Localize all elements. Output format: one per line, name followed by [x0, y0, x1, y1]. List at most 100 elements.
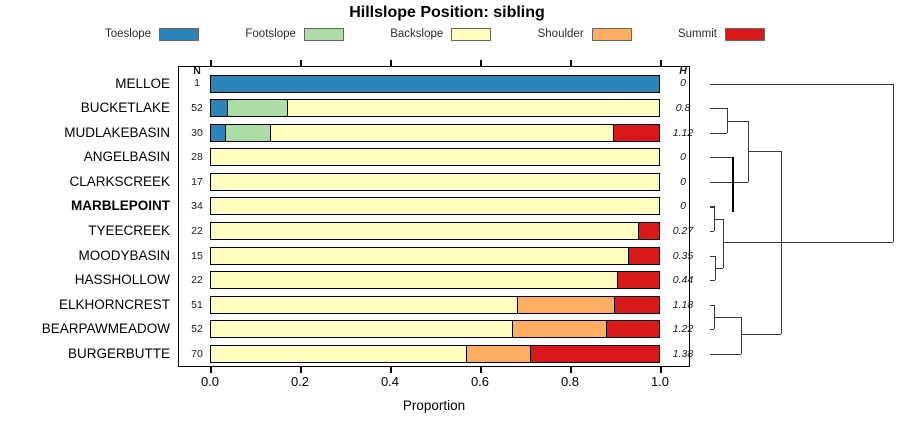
- row-label: MELLOE: [115, 75, 170, 91]
- row-label: TYEECREEK: [88, 222, 170, 238]
- bar-segment-backslope: [211, 272, 619, 289]
- bar-segment-toeslope: [211, 75, 659, 92]
- n-value: 70: [191, 347, 203, 360]
- bar: [210, 246, 660, 265]
- bar: [210, 123, 660, 142]
- dendrogram-segment: [710, 157, 732, 159]
- row-label: HASSHOLLOW: [74, 272, 170, 288]
- legend-swatch: [724, 27, 765, 41]
- h-value: 1.38: [672, 347, 694, 360]
- h-value: 0.8: [675, 102, 691, 115]
- dendrogram-segment: [781, 242, 893, 244]
- legend-label: Footslope: [245, 28, 296, 40]
- dendrogram-segment: [748, 120, 750, 182]
- dendrogram-segment: [722, 242, 781, 244]
- bar-segment-backslope: [211, 321, 513, 338]
- dendrogram-segment: [713, 317, 741, 319]
- legend-swatch: [591, 27, 632, 41]
- legend: Toeslope Footslope Backslope Shoulder Summit: [105, 26, 765, 42]
- bar-segment-summit: [614, 124, 659, 141]
- legend-item-shoulder: Shoulder: [538, 27, 632, 41]
- axis-tick-bottom: [300, 367, 302, 373]
- bar: [210, 295, 660, 314]
- bar-segment-toeslope: [211, 124, 226, 141]
- bar: [210, 320, 660, 339]
- dendrogram-segment: [710, 181, 748, 184]
- bar-segment-footslope: [228, 100, 289, 117]
- row-label: CLARKSCREEK: [69, 173, 170, 189]
- bar-segment-summit: [530, 345, 659, 362]
- dendrogram-segment: [710, 83, 893, 85]
- row-label: MUDLAKEBASIN: [64, 124, 170, 140]
- plot-panel: [178, 66, 690, 367]
- n-value: 28: [191, 151, 203, 164]
- x-axis-label: Proportion: [402, 398, 466, 413]
- bar: [210, 172, 660, 191]
- legend-label: Backslope: [390, 28, 444, 40]
- dendrogram-segment: [727, 108, 729, 133]
- legend-label: Toeslope: [105, 28, 152, 40]
- legend-item-toeslope: Toeslope: [105, 27, 200, 41]
- bar-segment-summit: [615, 296, 659, 313]
- row-label: ELKHORNCREST: [58, 296, 170, 312]
- dendrogram-segment: [715, 267, 723, 270]
- axis-tick-label: 0.4: [380, 374, 400, 389]
- axis-tick-top: [390, 60, 392, 66]
- axis-tick-top: [570, 60, 572, 66]
- row-label: BEARPAWMEADOW: [41, 321, 170, 337]
- n-value: 15: [191, 249, 203, 262]
- bar: [210, 271, 660, 290]
- axis-tick-top: [480, 60, 482, 66]
- axis-tick-bottom: [570, 367, 572, 373]
- axis-tick-bottom: [210, 367, 212, 373]
- legend-swatch: [159, 27, 200, 41]
- legend-item-summit: Summit: [677, 27, 765, 41]
- axis-tick-top: [300, 60, 302, 66]
- axis-tick-label: 0.6: [470, 374, 490, 389]
- axis-tick-bottom: [390, 367, 392, 373]
- h-value: 0.35: [672, 249, 694, 262]
- bar-segment-backslope: [211, 345, 467, 362]
- dendrogram-segment: [727, 120, 748, 122]
- bar: [210, 148, 660, 167]
- axis-tick-top: [210, 60, 212, 66]
- n-value: 22: [191, 224, 203, 237]
- dendrogram-segment: [781, 151, 783, 334]
- axis-tick-label: 0.0: [200, 374, 220, 389]
- row-label: MOODYBASIN: [78, 247, 170, 263]
- n-value: 51: [191, 298, 203, 311]
- dendrogram-segment: [722, 218, 724, 268]
- n-value: 52: [191, 323, 203, 336]
- chart-title: Hillslope Position: sibling: [349, 4, 545, 21]
- n-value: 52: [191, 102, 203, 115]
- n-value: 1: [194, 77, 200, 89]
- axis-tick-bottom: [660, 367, 662, 373]
- h-value: 0.27: [672, 224, 694, 237]
- n-value: 30: [191, 126, 203, 139]
- legend-item-footslope: Footslope: [245, 27, 344, 41]
- bar-segment-backslope: [211, 222, 639, 239]
- dendrogram-segment: [713, 218, 723, 220]
- dendrogram-segment: [710, 108, 727, 110]
- bar: [210, 74, 660, 93]
- h-value: 1.22: [672, 323, 694, 336]
- h-column-header: H: [679, 65, 687, 77]
- bar-segment-shoulder: [466, 345, 531, 362]
- axis-tick-bottom: [480, 367, 482, 373]
- dendrogram-segment: [710, 353, 741, 356]
- n-value: 34: [191, 200, 203, 213]
- h-value: 0: [680, 200, 686, 213]
- dendrogram-segment: [710, 329, 714, 331]
- bar-segment-summit: [628, 247, 659, 264]
- axis-tick-label: 1.0: [650, 374, 670, 389]
- row-label: MARBLEPOINT: [71, 198, 170, 214]
- bar-segment-backslope: [288, 100, 659, 117]
- h-value: 0: [680, 77, 686, 89]
- dendrogram-segment: [740, 317, 742, 354]
- legend-label: Summit: [677, 28, 717, 40]
- bar-segment-backslope: [211, 149, 659, 166]
- n-value: 17: [191, 175, 203, 188]
- bar: [210, 99, 660, 118]
- row-label: BURGERBUTTE: [67, 345, 170, 361]
